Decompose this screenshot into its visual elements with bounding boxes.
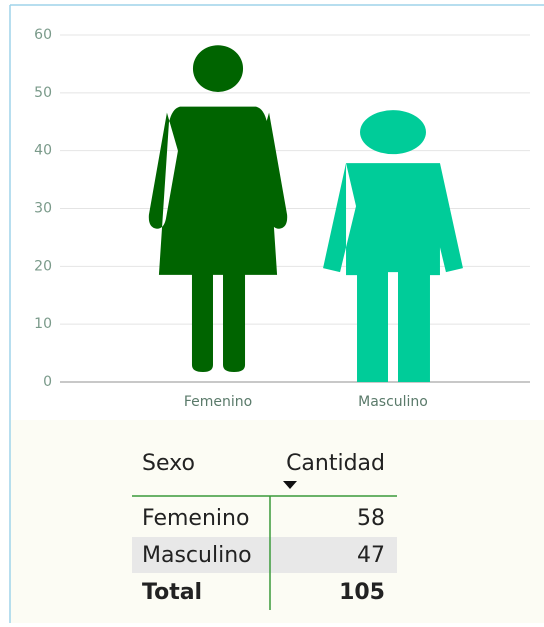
y-tick-label: 0 — [43, 374, 52, 390]
sort-arrow[interactable] — [283, 481, 297, 489]
y-tick-label: 10 — [34, 316, 52, 332]
cell: 47 — [357, 543, 385, 568]
y-tick-label: 40 — [34, 143, 52, 159]
cell: Femenino — [142, 506, 249, 531]
y-tick-label: 60 — [34, 27, 52, 43]
column-header[interactable]: Sexo — [142, 451, 195, 476]
figure — [323, 110, 463, 382]
figure — [148, 45, 288, 372]
column-header[interactable]: Cantidad — [286, 451, 385, 476]
y-tick-label: 30 — [34, 201, 52, 217]
cell: Masculino — [142, 543, 252, 568]
x-tick-label: Femenino — [184, 394, 252, 410]
x-tick-label: Masculino — [358, 394, 428, 410]
total-value: 105 — [339, 580, 385, 605]
y-tick-label: 20 — [34, 258, 52, 274]
table-panel — [10, 420, 544, 623]
row-highlight — [132, 537, 397, 573]
chart: 0 10 20 30 40 50 60 Femenino Masculino — [34, 27, 530, 410]
cell: 58 — [357, 506, 385, 531]
y-tick-label: 50 — [34, 85, 52, 101]
total-label: Total — [142, 580, 202, 605]
table: Sexo Cantidad Femenino 58 Masculino 47 T… — [132, 451, 397, 610]
